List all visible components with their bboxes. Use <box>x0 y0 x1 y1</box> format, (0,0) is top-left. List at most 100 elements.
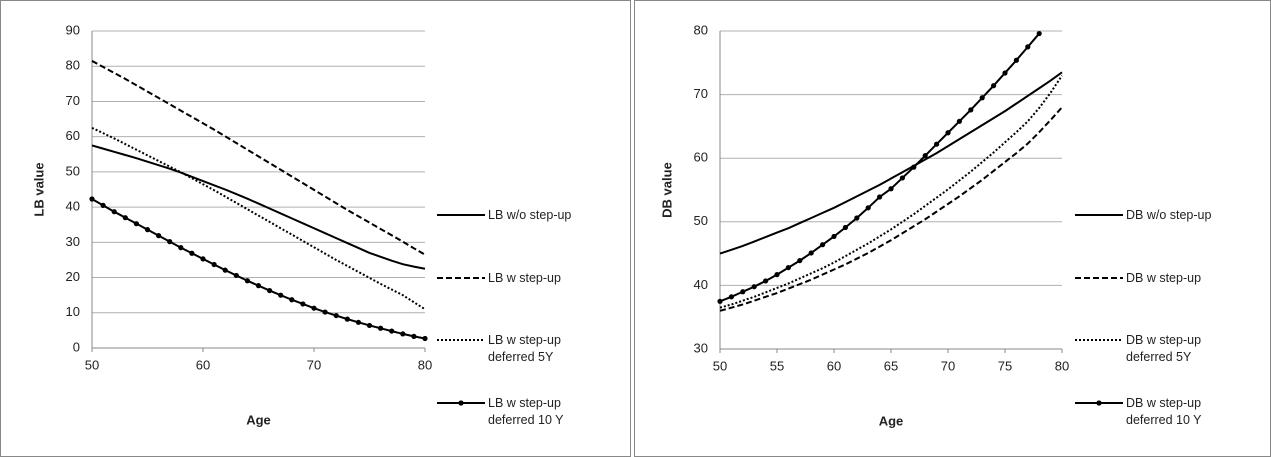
y-tick-label: 40 <box>66 199 80 214</box>
legend-label: LB w/o step-up <box>488 208 572 222</box>
legend-label: DB w step-up deferred 5Y <box>1126 333 1202 364</box>
series-line <box>719 106 1063 312</box>
point <box>968 107 974 113</box>
point <box>89 196 95 202</box>
series-line <box>719 74 1063 309</box>
x-axis-title: Age <box>879 413 904 428</box>
point <box>355 319 361 325</box>
point <box>400 331 406 337</box>
y-tick-label: 50 <box>694 213 708 228</box>
y-tick-label: 40 <box>694 277 708 292</box>
legend-label: LB w step-up <box>488 271 561 285</box>
x-tick-label: 50 <box>85 357 99 372</box>
panel-border <box>634 0 1271 457</box>
series-line <box>719 71 1063 255</box>
point <box>751 284 757 290</box>
point <box>178 245 184 251</box>
point <box>322 309 328 315</box>
point <box>854 215 860 221</box>
point <box>222 267 228 273</box>
point <box>899 175 906 181</box>
point <box>244 278 250 284</box>
x-tick-label: 70 <box>307 357 321 372</box>
point <box>389 328 395 334</box>
x-tick-label: 60 <box>196 357 210 372</box>
y-tick-label: 50 <box>66 163 80 178</box>
point <box>422 335 428 342</box>
point <box>267 287 273 294</box>
y-tick-label: 20 <box>66 269 80 284</box>
y-tick-label: 70 <box>66 93 80 108</box>
y-tick-label: 80 <box>66 58 80 73</box>
point <box>200 256 206 262</box>
x-tick-label: 60 <box>827 358 841 373</box>
point <box>808 250 814 256</box>
y-tick-label: 60 <box>694 150 708 165</box>
series-line <box>91 126 426 311</box>
point <box>865 205 871 211</box>
point <box>1025 44 1031 50</box>
point <box>366 322 373 329</box>
y-tick-label: 90 <box>66 22 80 37</box>
point <box>311 305 317 311</box>
x-tick-label: 70 <box>941 358 955 373</box>
point <box>211 261 217 268</box>
y-tick-label: 70 <box>694 86 708 101</box>
point <box>728 294 735 300</box>
legend-label: DB w step-up deferred 10 Y <box>1126 396 1202 427</box>
point <box>774 271 780 278</box>
point <box>831 233 837 240</box>
y-tick-label: 0 <box>73 339 80 354</box>
point <box>333 312 339 319</box>
point <box>189 250 195 256</box>
point <box>278 292 284 298</box>
legend-label: DB w step-up <box>1126 271 1202 285</box>
y-tick-label: 60 <box>66 128 80 143</box>
x-tick-label: 80 <box>418 357 432 372</box>
point <box>945 130 951 136</box>
point <box>934 141 940 147</box>
point <box>842 224 849 231</box>
x-tick-label: 75 <box>998 358 1012 373</box>
point <box>877 194 883 200</box>
point <box>911 164 917 170</box>
x-tick-label: 50 <box>713 358 727 373</box>
point <box>785 264 792 271</box>
point <box>100 202 106 208</box>
y-tick-label: 30 <box>694 340 708 355</box>
legend-label: LB w step-up deferred 10 Y <box>488 396 564 427</box>
point <box>233 272 239 279</box>
legend-label: LB w step-up deferred 5Y <box>488 333 561 364</box>
x-tick-label: 55 <box>770 358 784 373</box>
legend-marker <box>458 400 464 406</box>
point <box>289 297 295 303</box>
point <box>763 278 769 284</box>
point <box>991 83 997 89</box>
point <box>344 316 350 322</box>
point <box>144 227 151 233</box>
y-tick-label: 80 <box>694 22 708 37</box>
y-axis-title: LB value <box>31 162 46 216</box>
point <box>111 209 117 215</box>
series-line <box>91 60 426 256</box>
point <box>378 325 384 331</box>
point <box>717 298 723 304</box>
point <box>167 239 173 245</box>
legend-label: DB w/o step-up <box>1126 208 1212 222</box>
x-axis-title: Age <box>246 412 271 427</box>
point <box>740 289 746 295</box>
y-tick-label: 30 <box>66 234 80 249</box>
y-axis-title: DB value <box>659 162 674 218</box>
y-tick-label: 10 <box>66 304 80 319</box>
x-tick-label: 65 <box>884 358 898 373</box>
point <box>133 221 139 227</box>
point <box>797 257 803 264</box>
series-line <box>91 144 426 270</box>
point <box>1036 30 1042 37</box>
point <box>888 186 894 192</box>
point <box>820 242 826 248</box>
point <box>1002 70 1008 76</box>
x-tick-label: 80 <box>1055 358 1069 373</box>
